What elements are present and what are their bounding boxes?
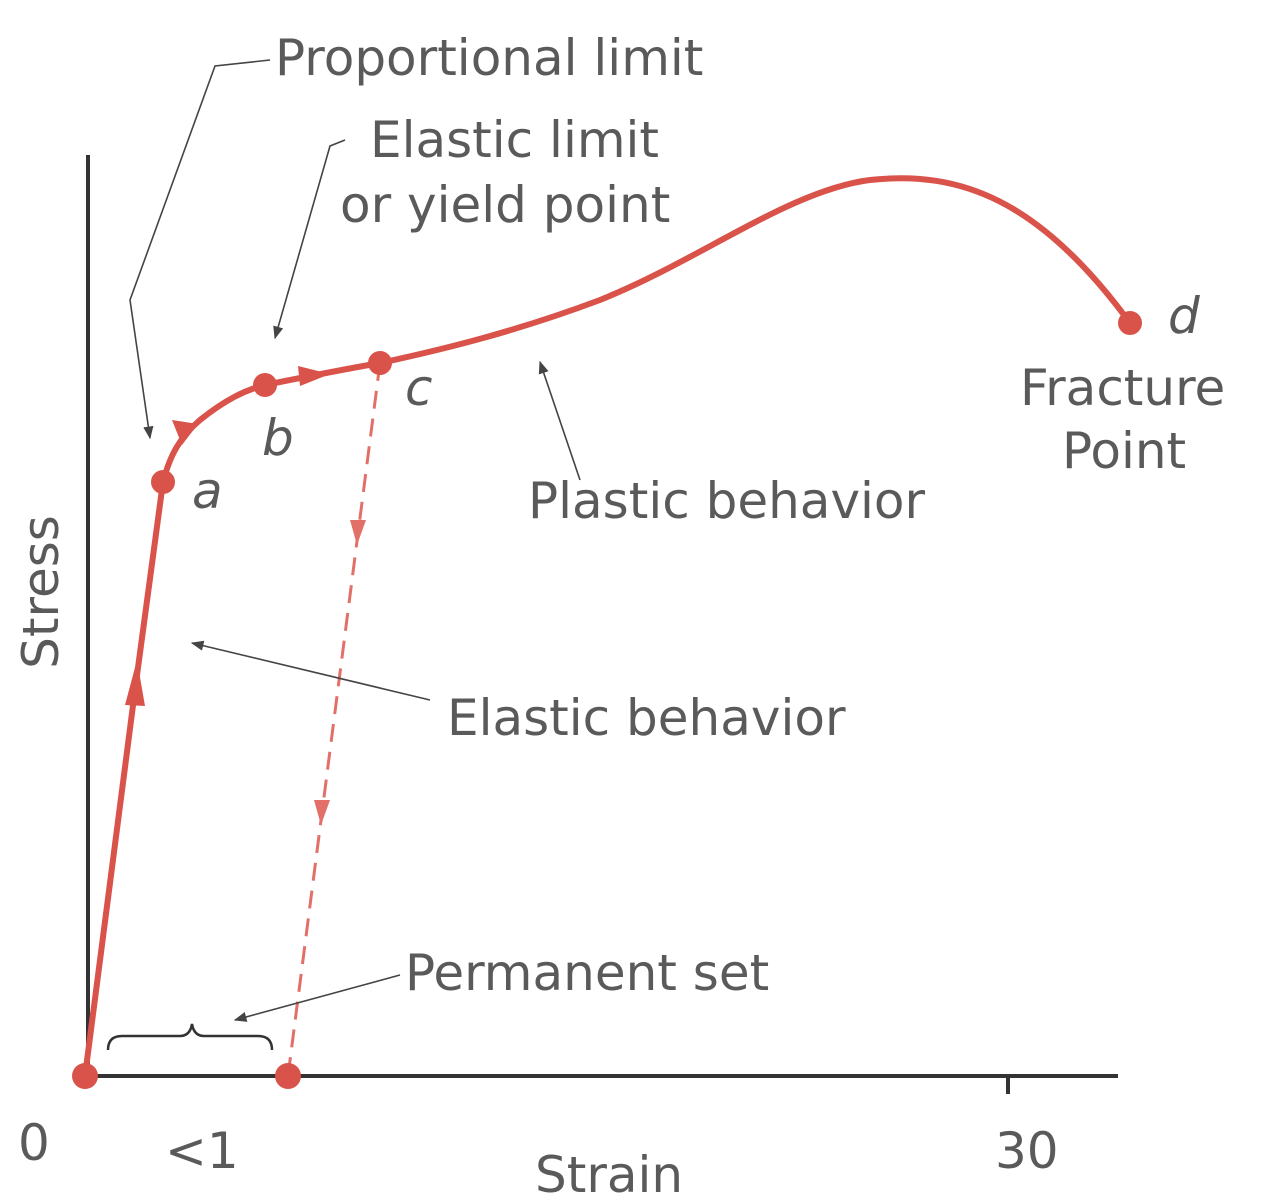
points — [72, 311, 1142, 1089]
point-label: a — [192, 462, 223, 520]
annotation: Elastic limit — [370, 111, 659, 169]
leader-line — [538, 360, 581, 481]
x-tick-label: <1 — [165, 1122, 239, 1180]
point — [368, 351, 392, 375]
leader-line — [233, 974, 401, 1022]
leader-line — [190, 640, 431, 701]
annotation: or yield point — [340, 176, 670, 234]
annotation: Fracture — [1020, 359, 1225, 417]
x-axis-label: Strain — [535, 1146, 683, 1200]
point — [253, 373, 277, 397]
annotation: Elastic behavior — [447, 689, 846, 747]
direction-arrow — [350, 520, 366, 545]
leader-line — [129, 59, 271, 440]
point — [72, 1063, 98, 1089]
point-label: b — [262, 409, 294, 467]
point-label: c — [405, 359, 433, 417]
point — [275, 1063, 301, 1089]
y-axis-label: Stress — [12, 515, 70, 669]
annotation: Plastic behavior — [528, 472, 926, 530]
unloading-line — [286, 362, 382, 1077]
leader-line — [273, 139, 346, 340]
annotation: Point — [1062, 422, 1186, 480]
point — [151, 470, 175, 494]
point — [1118, 311, 1142, 335]
annotation: Permanent set — [405, 944, 769, 1002]
brace — [106, 1023, 274, 1051]
point-label: d — [1168, 287, 1200, 345]
x-tick-label: 0 — [18, 1114, 50, 1172]
annotation: Proportional limit — [275, 29, 703, 87]
stress-strain-curve — [82, 175, 1133, 1077]
x-tick-label: 30 — [995, 1122, 1059, 1180]
direction-arrow — [314, 800, 330, 825]
direction-arrow — [298, 366, 330, 386]
direction-arrow — [125, 660, 145, 706]
direction-arrow — [172, 420, 198, 445]
